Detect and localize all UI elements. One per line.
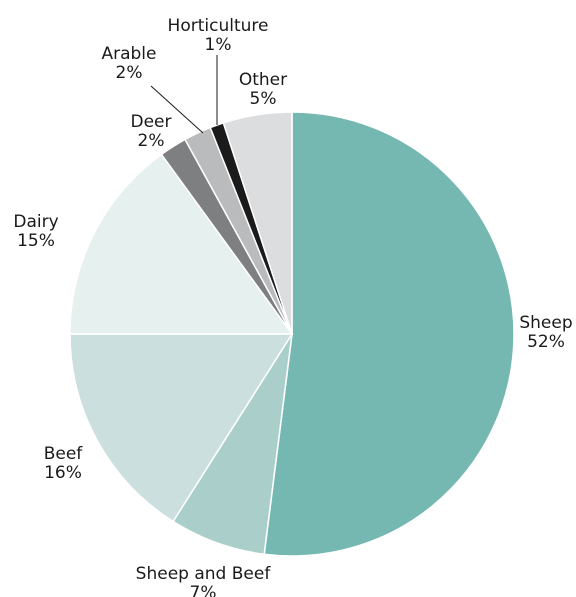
- slice-label-percent: 15%: [17, 231, 55, 251]
- slice-label-percent: 16%: [44, 463, 82, 483]
- slice-label-arable: Arable 2%: [101, 44, 156, 83]
- pie-slice-sheep: [263, 111, 515, 557]
- slice-label-name: Sheep and Beef: [136, 564, 272, 584]
- slice-label-percent: 5%: [250, 89, 277, 109]
- slice-label-name: Beef: [44, 444, 84, 464]
- slice-label-percent: 7%: [190, 583, 217, 597]
- slice-label-beef: Beef 16%: [44, 444, 84, 483]
- slice-label-sheep-and-beef: Sheep and Beef 7%: [136, 564, 272, 597]
- slice-label-name: Sheep: [519, 313, 572, 333]
- pie-slice-beef: [69, 333, 294, 523]
- leader-line-arable: [150, 85, 204, 134]
- slice-label-sheep: Sheep 52%: [519, 313, 572, 352]
- slice-label-percent: 52%: [527, 332, 565, 352]
- slice-label-deer: Deer 2%: [131, 112, 172, 151]
- slice-label-percent: 2%: [138, 131, 165, 151]
- slice-label-name: Horticulture: [168, 16, 269, 36]
- slice-labels: Sheep 52%Sheep and Beef 7%Beef 16%Dairy 15%D…: [13, 16, 572, 597]
- slice-label-name: Dairy: [13, 212, 58, 232]
- slice-label-name: Arable: [101, 44, 156, 64]
- slice-label-horticulture: Horticulture 1%: [168, 16, 269, 55]
- pie-slice-other: [222, 111, 293, 335]
- slice-label-name: Deer: [131, 112, 172, 132]
- slice-label-percent: 1%: [205, 35, 232, 55]
- slice-label-percent: 2%: [116, 63, 143, 83]
- slice-label-other: Other 5%: [239, 70, 287, 109]
- pie-slices: [69, 111, 515, 557]
- leader-lines: [150, 55, 218, 134]
- slice-label-dairy: Dairy 15%: [13, 212, 58, 251]
- slice-label-name: Other: [239, 70, 287, 90]
- pie-slice-dairy: [69, 153, 294, 335]
